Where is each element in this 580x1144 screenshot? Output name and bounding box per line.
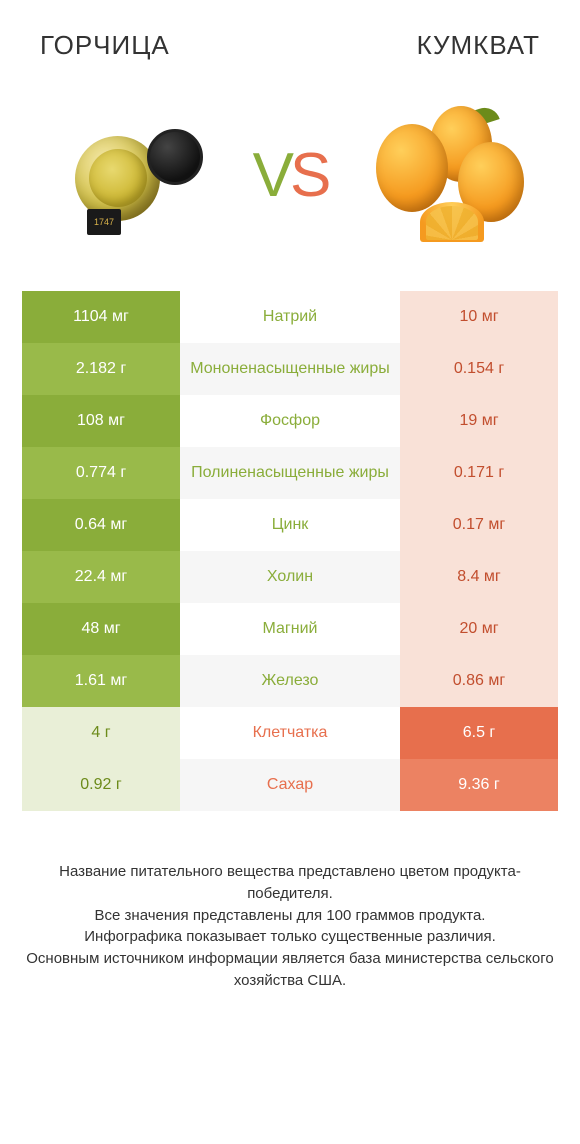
value-left: 1.61 мг: [22, 655, 180, 707]
value-right: 0.171 г: [400, 447, 558, 499]
value-left: 48 мг: [22, 603, 180, 655]
jar-year-label: 1747: [87, 209, 121, 235]
footer-line: Инфографика показывает только существенн…: [22, 926, 558, 948]
footer-line: Все значения представлены для 100 граммо…: [22, 905, 558, 927]
value-right: 9.36 г: [400, 759, 558, 811]
value-left: 108 мг: [22, 395, 180, 447]
value-right: 0.86 мг: [400, 655, 558, 707]
value-left: 0.64 мг: [22, 499, 180, 551]
footer-line: Основным источником информации является …: [22, 948, 558, 992]
table-row: 1104 мгНатрий10 мг: [22, 291, 558, 343]
nutrient-label: Клетчатка: [180, 707, 400, 759]
footer: Название питательного вещества представл…: [0, 811, 580, 992]
nutrient-label: Цинк: [180, 499, 400, 551]
table-row: 108 мгФосфор19 мг: [22, 395, 558, 447]
value-right: 19 мг: [400, 395, 558, 447]
comparison-table: 1104 мгНатрий10 мг2.182 гМононенасыщенны…: [0, 291, 580, 811]
table-row: 22.4 мгХолин8.4 мг: [22, 551, 558, 603]
value-right: 0.17 мг: [400, 499, 558, 551]
value-left: 1104 мг: [22, 291, 180, 343]
title-right: КУМКВАТ: [417, 30, 540, 61]
value-left: 22.4 мг: [22, 551, 180, 603]
value-right: 20 мг: [400, 603, 558, 655]
vs-v: V: [253, 145, 290, 207]
nutrient-label: Холин: [180, 551, 400, 603]
nutrient-label: Полиненасыщенные жиры: [180, 447, 400, 499]
value-right: 6.5 г: [400, 707, 558, 759]
nutrient-label: Фосфор: [180, 395, 400, 447]
table-row: 2.182 гМононенасыщенные жиры0.154 г: [22, 343, 558, 395]
images-row: 1747 VS: [0, 71, 580, 291]
image-right: [360, 96, 540, 256]
footer-line: Название питательного вещества представл…: [22, 861, 558, 905]
vs-label: VS: [253, 145, 328, 207]
value-left: 2.182 г: [22, 343, 180, 395]
vs-s: S: [290, 145, 327, 207]
table-row: 1.61 мгЖелезо0.86 мг: [22, 655, 558, 707]
table-row: 0.92 гСахар9.36 г: [22, 759, 558, 811]
value-left: 0.774 г: [22, 447, 180, 499]
value-right: 8.4 мг: [400, 551, 558, 603]
header: ГОРЧИЦА КУМКВАТ: [0, 0, 580, 71]
value-right: 0.154 г: [400, 343, 558, 395]
nutrient-label: Мононенасыщенные жиры: [180, 343, 400, 395]
title-left: ГОРЧИЦА: [40, 30, 170, 61]
nutrient-label: Магний: [180, 603, 400, 655]
table-row: 0.774 гПолиненасыщенные жиры0.171 г: [22, 447, 558, 499]
table-row: 4 гКлетчатка6.5 г: [22, 707, 558, 759]
value-left: 4 г: [22, 707, 180, 759]
value-right: 10 мг: [400, 291, 558, 343]
image-left: 1747: [40, 96, 220, 256]
mustard-jar-icon: 1747: [75, 121, 185, 231]
nutrient-label: Натрий: [180, 291, 400, 343]
nutrient-label: Железо: [180, 655, 400, 707]
table-row: 48 мгМагний20 мг: [22, 603, 558, 655]
kumquat-icon: [370, 106, 530, 246]
value-left: 0.92 г: [22, 759, 180, 811]
table-row: 0.64 мгЦинк0.17 мг: [22, 499, 558, 551]
nutrient-label: Сахар: [180, 759, 400, 811]
